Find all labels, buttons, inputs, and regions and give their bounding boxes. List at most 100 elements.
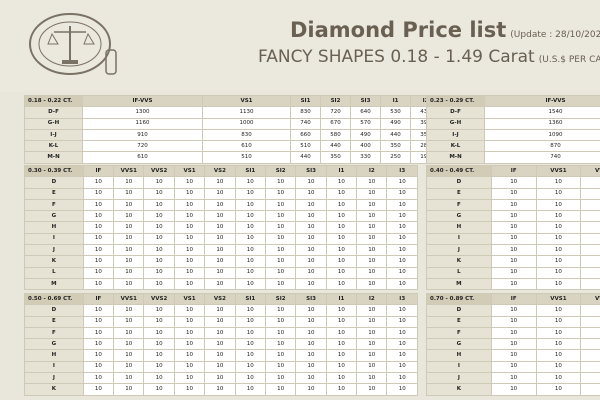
price-cell: 830 (202, 128, 291, 142)
table-row: K 10 10 10 10 10 10 10 10 10 10 10 (24, 383, 418, 396)
clarity-header: SI2 (264, 164, 297, 178)
update-date: (Update : 28/10/2021) (510, 30, 600, 40)
color-grade-label: I (24, 360, 84, 374)
price-cell: 10 (490, 198, 537, 212)
color-grade-label: I (426, 360, 492, 374)
price-cell: 10 (264, 326, 297, 340)
price-cell: 440 (380, 128, 411, 142)
price-cell: 10 (173, 187, 206, 200)
table-header-row: 0.23 - 0.29 CT. IF-VVS (426, 94, 600, 108)
clarity-header: VVS2 (580, 164, 600, 178)
price-cell: 10 (295, 383, 327, 396)
price-cell: 10 (295, 221, 327, 234)
price-cell: 10 (143, 383, 175, 396)
price-cell: 10 (295, 326, 327, 340)
price-cell: 10 (490, 372, 537, 385)
table-row: K-L 870 (426, 140, 600, 153)
price-cell: 10 (490, 232, 537, 246)
price-cell: 10 (325, 338, 358, 351)
price-cell: 1090 (484, 128, 600, 142)
price-cell: 10 (82, 176, 115, 189)
price-cell: 10 (490, 277, 537, 291)
table-row: D 10 10 10 10 10 10 10 10 10 10 10 (24, 176, 418, 189)
table-row: H 10 10 10 10 10 10 10 10 10 10 10 (24, 349, 418, 362)
price-cell: 10 (490, 255, 537, 268)
price-cell: 10 (490, 221, 537, 234)
color-grade-label: M-N (426, 151, 485, 164)
price-cell: 10 (386, 198, 418, 212)
price-cell: 10 (295, 277, 327, 291)
color-grade-label: E (426, 315, 492, 328)
price-cell: 10 (325, 210, 358, 223)
table-row: L 10 10 10 10 10 10 10 10 10 10 10 (24, 266, 418, 279)
table-row: F 10 10 10 10 10 10 10 10 10 10 10 (24, 198, 418, 212)
clarity-header: VVS1 (113, 164, 145, 178)
clarity-header: IF (82, 164, 115, 178)
price-cell: 10 (580, 383, 600, 396)
table-row: G-H11601000740670570490390330 (24, 117, 471, 130)
table-row: E 10 10 10 10 10 10 10 10 10 10 10 (24, 315, 418, 328)
clarity-header: VVS2 (580, 292, 600, 306)
table-row: M-N610510440350330250190160 (24, 151, 471, 164)
color-grade-label: G (24, 338, 84, 351)
price-cell: 10 (82, 266, 115, 279)
price-cell: 10 (82, 221, 115, 234)
price-cell: 10 (295, 338, 327, 351)
price-cell: 10 (356, 349, 388, 362)
price-cell: 10 (325, 326, 358, 340)
clarity-header: SI1 (234, 164, 266, 178)
price-cell: 10 (535, 266, 582, 279)
color-grade-label: E (426, 187, 492, 200)
color-grade-label: D (426, 176, 492, 189)
table-row: I 10 10 10 10 10 10 10 10 10 10 10 (24, 232, 418, 246)
price-cell: 10 (295, 360, 327, 374)
color-grade-label: G-H (426, 117, 485, 130)
price-cell: 10 (490, 349, 537, 362)
price-cell: 10 (143, 176, 175, 189)
price-cell: 10 (204, 221, 236, 234)
price-cell: 10 (386, 210, 418, 223)
price-cell: 10 (204, 315, 236, 328)
price-cell: 10 (82, 338, 115, 351)
color-grade-label: D (426, 304, 492, 317)
price-cell: 10 (264, 349, 297, 362)
price-cell: 10 (535, 176, 582, 189)
table-header-row: 0.50 - 0.69 CT. IF VVS1 VVS2 VS1 VS2 SI1 SI2 SI3… (24, 292, 418, 306)
price-cell: 10 (234, 326, 266, 340)
color-grade-label: J (24, 372, 84, 385)
color-grade-label: E (24, 315, 84, 328)
price-cell: 10 (580, 266, 600, 279)
price-cell: 10 (580, 277, 600, 291)
price-cell: 10 (295, 304, 327, 317)
color-grade-label: I (24, 232, 84, 246)
table-row: G 10 10 10 10 10 10 10 10 10 10 10 (24, 210, 418, 223)
table-header-row: 0.30 - 0.39 CT. IF VVS1 VVS2 VS1 VS2 SI1 SI2 SI3… (24, 164, 418, 178)
price-cell: 10 (143, 244, 175, 257)
price-cell: 10 (264, 176, 297, 189)
price-cell: 10 (535, 210, 582, 223)
price-cell: 10 (580, 176, 600, 189)
price-cell: 10 (295, 315, 327, 328)
price-cell: 10 (264, 304, 297, 317)
price-cell: 10 (234, 383, 266, 396)
price-cell: 10 (113, 232, 145, 246)
color-grade-label: H (426, 221, 492, 234)
price-cell: 10 (386, 304, 418, 317)
price-cell: 10 (356, 360, 388, 374)
title-text: Diamond Price list (290, 18, 507, 42)
price-cell: 10 (580, 304, 600, 317)
price-cell: 10 (113, 372, 145, 385)
price-cell: 10 (295, 210, 327, 223)
price-cell: 10 (173, 326, 206, 340)
table-row: D 10 10 10 10 10 10 10 10 10 10 10 (24, 304, 418, 317)
price-cell: 10 (386, 244, 418, 257)
price-cell: 720 (82, 140, 203, 153)
price-cell: 10 (204, 349, 236, 362)
clarity-header: I1 (325, 164, 358, 178)
price-cell: 10 (113, 210, 145, 223)
